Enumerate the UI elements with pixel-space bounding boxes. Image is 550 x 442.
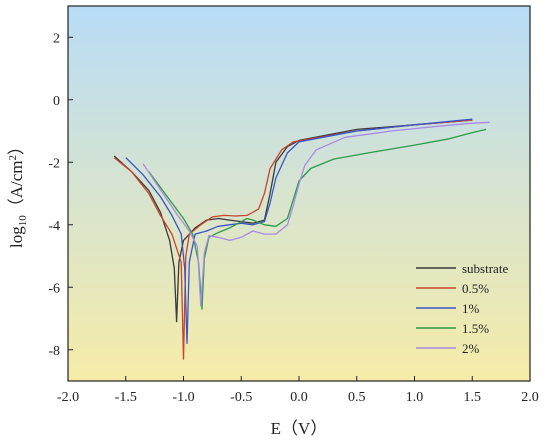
legend-label: 0.5%	[462, 281, 489, 296]
plot-background	[68, 6, 530, 381]
series-line-0-5-	[113, 119, 473, 360]
legend: substrate 0.5% 1% 1.5% 2%	[416, 261, 508, 356]
x-tick-label: -1.5	[115, 390, 137, 405]
legend-label: 1.5%	[462, 321, 489, 336]
legend-label: substrate	[462, 261, 508, 276]
y-tick-label: -8	[48, 344, 60, 359]
series-line-1-	[125, 118, 473, 345]
legend-label: 1%	[462, 301, 480, 316]
x-axis: -2.0 -1.5 -1.0 -0.5 0.0 0.5 1.0 1.5 2.0	[57, 376, 539, 405]
y-tick-label: -4	[48, 219, 60, 234]
y-tick-label: 2	[53, 31, 60, 46]
legend-label: 2%	[462, 341, 480, 356]
series-line-2-	[142, 121, 490, 307]
series-layer	[113, 118, 490, 360]
x-tick-label: 1.5	[464, 390, 482, 405]
y-axis-title: log10（A/cm2）	[7, 138, 29, 248]
y-tick-label: -6	[48, 281, 60, 296]
x-axis-title: E（V）	[271, 419, 328, 438]
x-tick-label: 2.0	[521, 390, 539, 405]
y-tick-label: 0	[53, 94, 60, 109]
x-tick-label: 0.0	[290, 390, 308, 405]
y-tick-label: -2	[48, 156, 60, 171]
x-tick-label: -0.5	[230, 390, 252, 405]
series-line-substrate	[113, 119, 473, 323]
x-tick-label: -1.0	[172, 390, 194, 405]
x-tick-label: -2.0	[57, 390, 79, 405]
y-axis: -8 -6 -4 -2 0 2	[48, 31, 73, 359]
x-tick-label: 0.5	[348, 390, 366, 405]
x-tick-label: 1.0	[406, 390, 424, 405]
